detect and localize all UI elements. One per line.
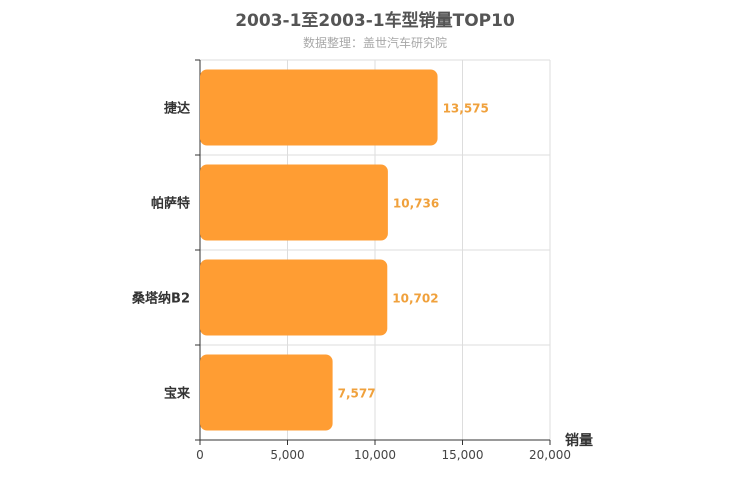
x-axis-title: 销量 [565, 432, 593, 449]
category-label: 帕萨特 [151, 196, 190, 212]
bar [200, 259, 388, 336]
x-tick-label: 20,000 [529, 448, 571, 462]
chart-title: 2003-1至2003-1车型销量TOP10 [235, 11, 515, 31]
x-tick-label: 5,000 [270, 448, 304, 462]
x-tick-label: 15,000 [442, 448, 484, 462]
data-label: 13,575 [443, 102, 489, 116]
category-label: 宝来 [164, 386, 191, 402]
bar [200, 354, 333, 431]
bar [200, 164, 388, 241]
x-tick-label: 0 [196, 448, 204, 462]
x-tick-label: 10,000 [354, 448, 396, 462]
category-label: 捷达 [164, 101, 190, 117]
bar [200, 69, 438, 146]
data-label: 7,577 [338, 387, 376, 401]
data-label: 10,736 [393, 197, 439, 211]
chart-subtitle: 数据整理：盖世汽车研究院 [302, 36, 447, 50]
data-label: 10,702 [392, 292, 438, 306]
category-label: 桑塔纳B2 [131, 291, 190, 307]
